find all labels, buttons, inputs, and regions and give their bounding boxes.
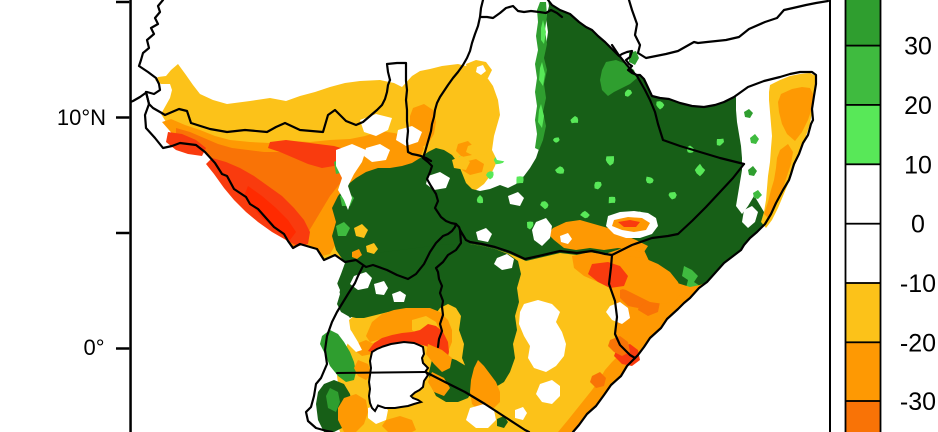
svg-text:30: 30 <box>904 33 932 61</box>
svg-text:-10: -10 <box>900 270 936 298</box>
svg-text:-30: -30 <box>900 388 936 416</box>
svg-text:10°N: 10°N <box>57 105 106 130</box>
svg-text:0°: 0° <box>83 335 104 360</box>
svg-text:10: 10 <box>904 151 932 179</box>
svg-text:-20: -20 <box>900 329 936 357</box>
svg-text:0: 0 <box>911 211 925 239</box>
svg-text:20: 20 <box>904 92 932 120</box>
